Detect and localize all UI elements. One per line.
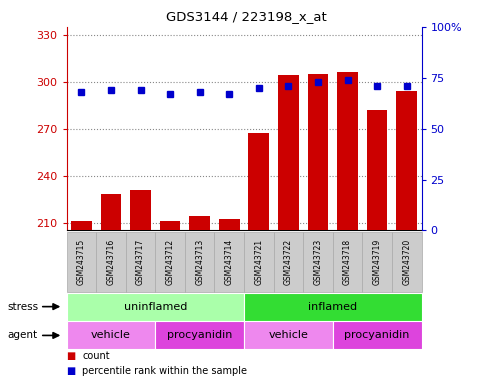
Text: vehicle: vehicle xyxy=(91,330,131,341)
Bar xyxy=(126,232,155,292)
Text: ■: ■ xyxy=(67,366,76,376)
Bar xyxy=(67,321,155,349)
Bar xyxy=(155,232,185,292)
Text: GSM243715: GSM243715 xyxy=(77,239,86,285)
Text: GSM243720: GSM243720 xyxy=(402,239,411,285)
Bar xyxy=(278,75,299,384)
Bar xyxy=(67,293,244,321)
Bar xyxy=(244,321,333,349)
Bar xyxy=(333,321,422,349)
Bar xyxy=(185,232,214,292)
Bar xyxy=(274,232,303,292)
Text: ■: ■ xyxy=(67,351,76,361)
Text: GSM243717: GSM243717 xyxy=(136,239,145,285)
Bar xyxy=(130,190,151,384)
Bar xyxy=(214,232,244,292)
Bar xyxy=(244,293,422,321)
Text: inflamed: inflamed xyxy=(308,301,357,312)
Text: agent: agent xyxy=(7,330,37,341)
Text: procyanidin: procyanidin xyxy=(345,330,410,341)
Bar xyxy=(101,194,121,384)
Bar xyxy=(362,232,392,292)
Text: GSM243714: GSM243714 xyxy=(225,239,234,285)
Bar xyxy=(160,221,180,384)
Bar xyxy=(155,321,244,349)
Text: GSM243713: GSM243713 xyxy=(195,239,204,285)
Text: GSM243718: GSM243718 xyxy=(343,239,352,285)
Text: GSM243719: GSM243719 xyxy=(373,239,382,285)
Text: vehicle: vehicle xyxy=(269,330,308,341)
Bar xyxy=(248,133,269,384)
Text: GSM243721: GSM243721 xyxy=(254,239,263,285)
Text: GSM243722: GSM243722 xyxy=(284,239,293,285)
Text: uninflamed: uninflamed xyxy=(124,301,187,312)
Text: procyanidin: procyanidin xyxy=(167,330,232,341)
Bar xyxy=(367,110,387,384)
Text: GSM243716: GSM243716 xyxy=(106,239,115,285)
Bar xyxy=(308,74,328,384)
Bar xyxy=(396,91,417,384)
Text: count: count xyxy=(82,351,110,361)
Bar xyxy=(333,232,362,292)
Bar xyxy=(303,232,333,292)
Bar xyxy=(337,72,358,384)
Text: GSM243712: GSM243712 xyxy=(166,239,175,285)
Bar xyxy=(244,232,274,292)
Text: GDS3144 / 223198_x_at: GDS3144 / 223198_x_at xyxy=(166,10,327,23)
Bar xyxy=(96,232,126,292)
Text: percentile rank within the sample: percentile rank within the sample xyxy=(82,366,247,376)
Text: GSM243723: GSM243723 xyxy=(314,239,322,285)
Text: stress: stress xyxy=(7,301,38,312)
Bar xyxy=(219,219,240,384)
Bar xyxy=(392,232,422,292)
Bar xyxy=(189,216,210,384)
Bar xyxy=(71,221,92,384)
Bar xyxy=(67,232,96,292)
